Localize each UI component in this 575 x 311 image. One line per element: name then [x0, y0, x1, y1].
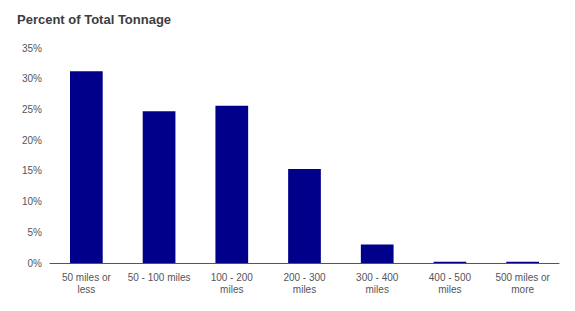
svg-text:35%: 35% [22, 43, 42, 54]
svg-text:25%: 25% [22, 104, 42, 115]
svg-text:500 miles or: 500 miles or [495, 272, 550, 283]
svg-text:5%: 5% [28, 227, 43, 238]
svg-text:Percent of Total Tonnage: Percent of Total Tonnage [17, 12, 171, 27]
svg-text:0%: 0% [28, 258, 43, 269]
svg-text:miles: miles [366, 284, 389, 295]
svg-text:100 - 200: 100 - 200 [211, 272, 254, 283]
svg-text:50 - 100 miles: 50 - 100 miles [128, 272, 191, 283]
svg-text:15%: 15% [22, 165, 42, 176]
svg-text:miles: miles [438, 284, 461, 295]
svg-text:less: less [77, 284, 95, 295]
svg-text:200 - 300: 200 - 300 [283, 272, 326, 283]
svg-text:20%: 20% [22, 135, 42, 146]
svg-text:10%: 10% [22, 196, 42, 207]
svg-text:50 miles or: 50 miles or [62, 272, 112, 283]
svg-text:400 - 500: 400 - 500 [429, 272, 472, 283]
svg-text:30%: 30% [22, 73, 42, 84]
svg-text:300 - 400: 300 - 400 [356, 272, 399, 283]
svg-text:more: more [511, 284, 534, 295]
svg-text:miles: miles [220, 284, 243, 295]
svg-text:miles: miles [293, 284, 316, 295]
